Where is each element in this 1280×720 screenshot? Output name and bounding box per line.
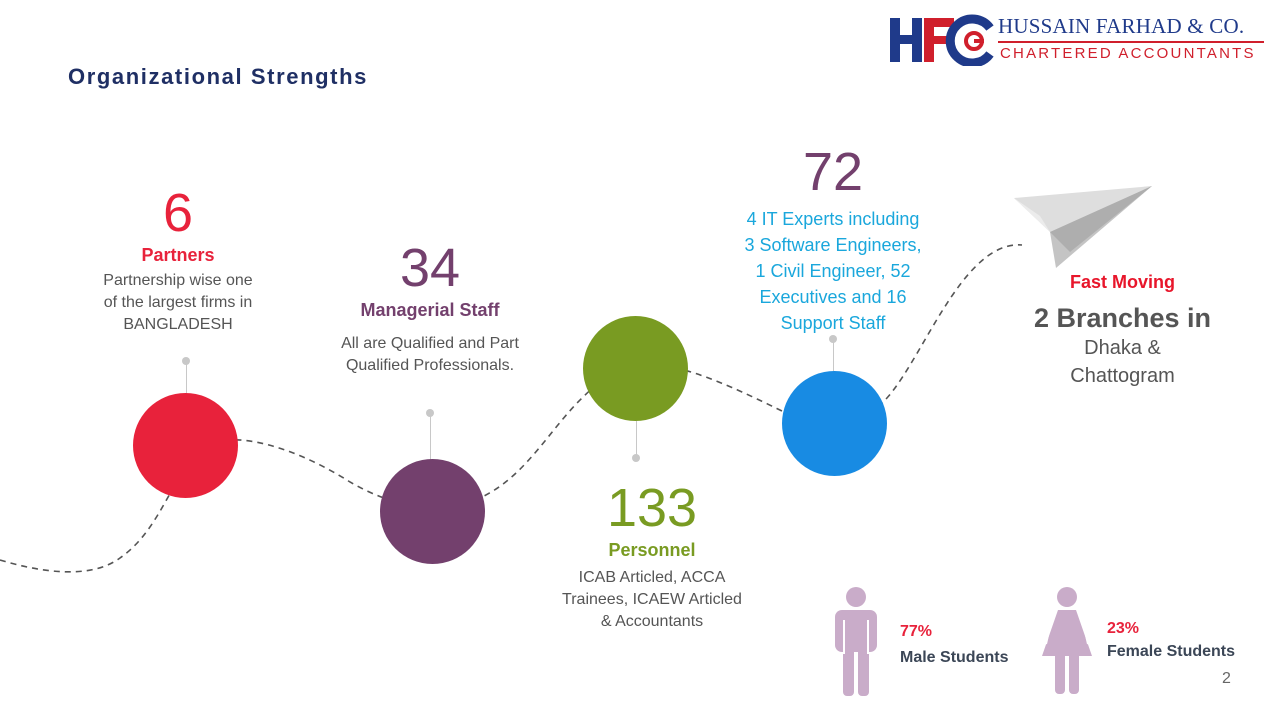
connector-dot [829,335,837,343]
staff-circle [782,371,887,476]
branches-title: 2 Branches in [1033,303,1212,333]
staff-number: 72 [802,142,864,202]
female-figure-icon [1042,587,1092,694]
personnel-number: 133 [606,478,698,538]
connector-dot [182,357,190,365]
paper-plane-icon [1014,186,1152,268]
female-label: Female Students [1107,643,1236,660]
male-percent: 77% [900,623,933,640]
branches-cities: Dhaka & Chattogram [1070,337,1175,387]
managerial-number: 34 [399,238,461,298]
male-label: Male Students [900,649,1009,666]
page-number: 2 [1222,670,1231,687]
staff-block: 72 4 IT Experts including 3 Software Eng… [718,144,948,336]
partners-description: Partnership wise one of the largest firm… [103,272,253,333]
connector-line [636,421,637,456]
connector-line [430,415,431,460]
managerial-circle [380,459,485,564]
firm-subtitle: CHARTERED ACCOUNTANTS [1000,45,1256,62]
personnel-block: 133 Personnel ICAB Articled, ACCA Traine… [537,480,767,633]
partners-circle [133,393,238,498]
fast-moving-label: Fast Moving [1069,272,1175,292]
managerial-block: 34 Managerial Staff All are Qualified an… [310,240,550,377]
page-title: Organizational Strengths [68,64,368,89]
partners-label: Partners [141,245,215,265]
managerial-label: Managerial Staff [360,300,500,320]
partners-block: 6 Partners Partnership wise one of the l… [78,185,278,336]
personnel-description: ICAB Articled, ACCA Trainees, ICAEW Arti… [562,569,742,630]
partners-number: 6 [162,183,194,243]
hfc-logo-icon [890,14,994,66]
connector-line [186,363,187,395]
male-figure-icon [835,587,877,696]
staff-description: 4 IT Experts including 3 Software Engine… [744,209,922,333]
connector-dot [632,454,640,462]
female-percent: 23% [1107,620,1140,637]
connector-line [833,341,834,373]
personnel-circle [583,316,688,421]
logo-divider [998,41,1264,43]
managerial-description: All are Qualified and Part Qualified Pro… [341,335,519,374]
personnel-label: Personnel [608,540,696,560]
branches-block: Fast Moving 2 Branches in Dhaka & Chatto… [1010,272,1235,390]
connector-dot [426,409,434,417]
firm-name: HUSSAIN FARHAD & CO. [998,14,1245,38]
